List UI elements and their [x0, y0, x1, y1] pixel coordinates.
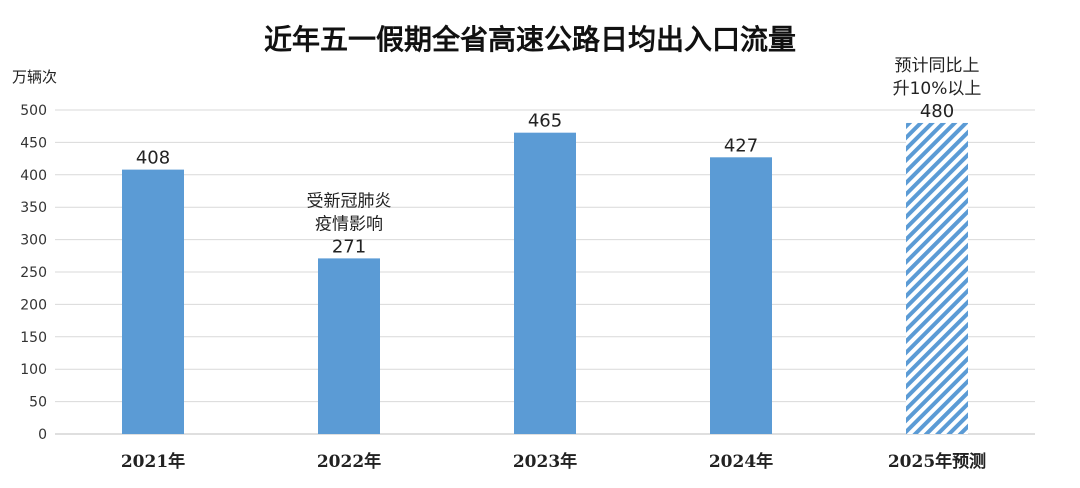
bar — [318, 258, 380, 434]
bar — [906, 122, 968, 435]
bar — [710, 157, 772, 434]
data-label: 465 — [528, 111, 562, 132]
y-axis-unit-label: 万辆次 — [12, 68, 57, 86]
x-tick-label: 2024年 — [709, 451, 773, 472]
annotation-text: 疫情影响 — [315, 214, 383, 234]
y-tick-label: 100 — [20, 362, 47, 378]
bar — [514, 132, 576, 434]
data-label: 480 — [920, 101, 954, 122]
x-tick-label: 2022年 — [317, 451, 381, 472]
y-tick-label: 200 — [20, 297, 47, 313]
chart-title: 近年五一假期全省高速公路日均出入口流量 — [264, 23, 796, 56]
x-tick-label: 2025年预测 — [888, 451, 986, 472]
data-label: 408 — [136, 148, 170, 169]
y-tick-label: 50 — [29, 395, 47, 411]
y-tick-label: 450 — [20, 135, 47, 151]
y-tick-label: 250 — [20, 265, 47, 281]
data-label: 271 — [332, 236, 366, 257]
annotation-text: 受新冠肺炎 — [307, 191, 392, 211]
y-tick-label: 0 — [38, 427, 47, 443]
bar — [122, 169, 184, 434]
y-tick-label: 500 — [20, 103, 47, 119]
y-tick-label: 350 — [20, 200, 47, 216]
annotation-text: 预计同比上 — [895, 56, 980, 76]
x-tick-label: 2023年 — [513, 451, 577, 472]
y-tick-label: 300 — [20, 233, 47, 249]
y-tick-label: 150 — [20, 330, 47, 346]
annotation-text: 升10%以上 — [893, 79, 982, 99]
x-tick-label: 2021年 — [121, 451, 185, 472]
y-tick-label: 400 — [20, 168, 47, 184]
data-label: 427 — [724, 135, 758, 156]
